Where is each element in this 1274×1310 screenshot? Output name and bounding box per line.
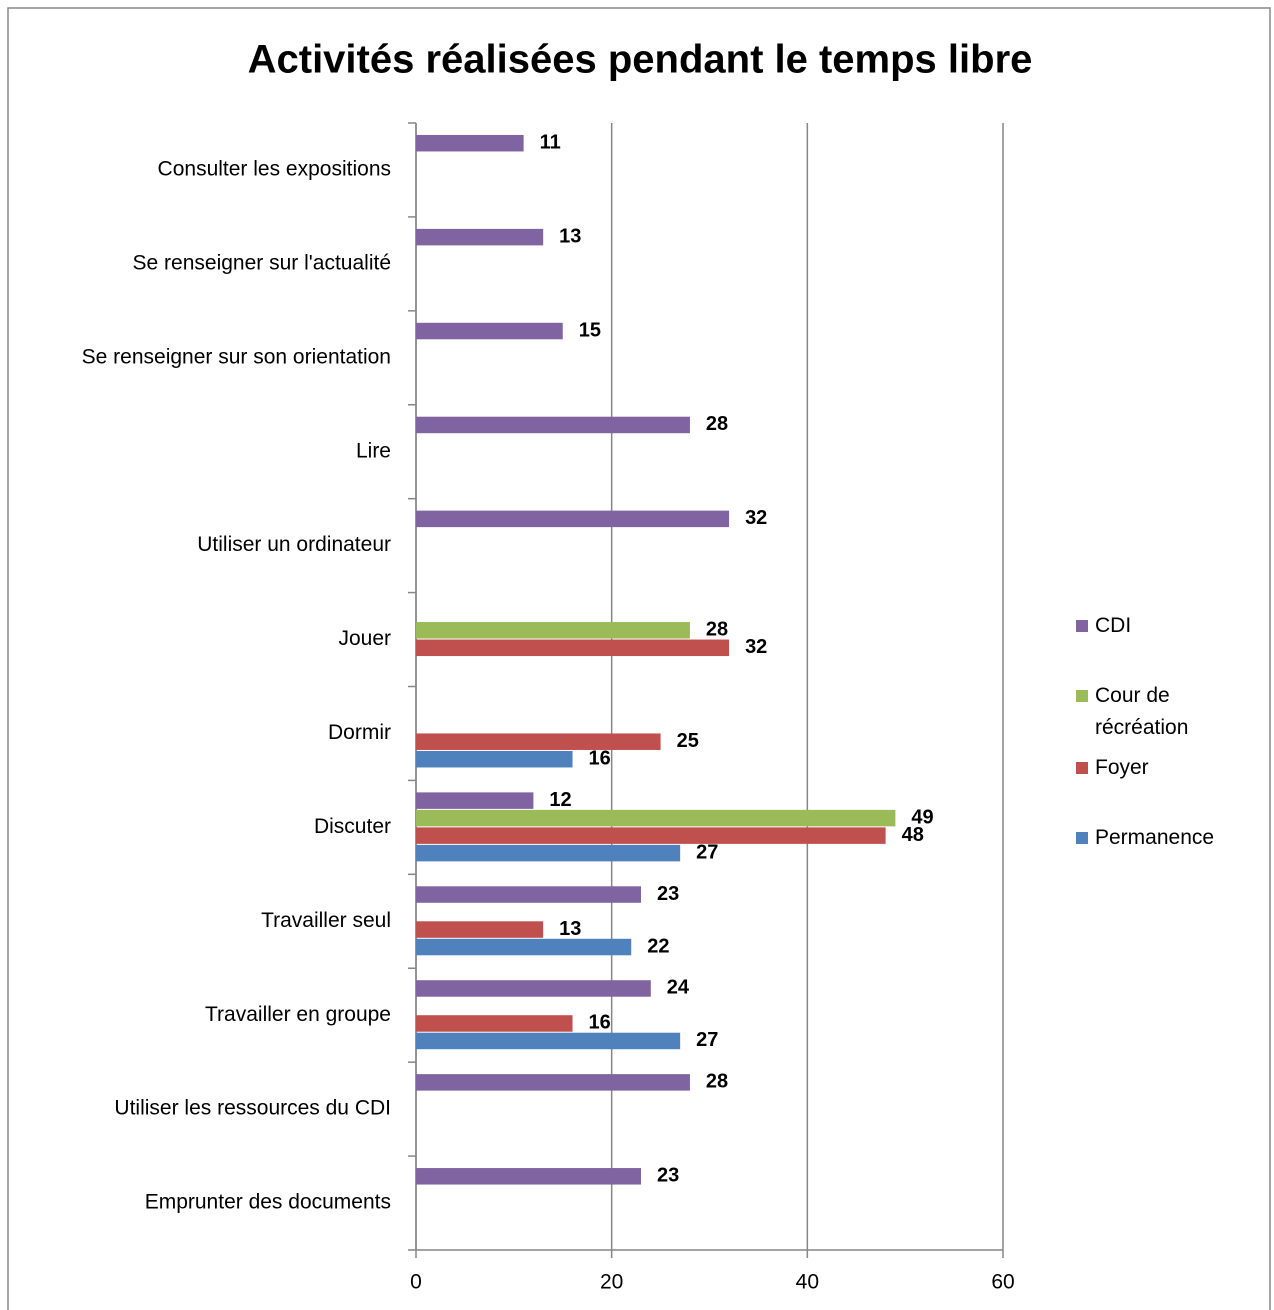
bar bbox=[416, 1074, 690, 1091]
legend-label: Cour de récréation bbox=[1095, 684, 1189, 739]
legend-item: Cour de récréation bbox=[1076, 680, 1256, 744]
value-label: 23 bbox=[657, 1165, 679, 1187]
value-label: 13 bbox=[559, 225, 581, 247]
legend-item: Foyer bbox=[1076, 752, 1256, 784]
value-label: 11 bbox=[540, 131, 561, 153]
bar bbox=[416, 844, 681, 862]
chart-title: Activités réalisées pendant le temps lib… bbox=[248, 38, 1033, 82]
bar bbox=[416, 792, 534, 809]
value-label: 32 bbox=[745, 507, 767, 529]
legend-swatch bbox=[1076, 620, 1088, 632]
y-tick-label: Travailler seul bbox=[261, 909, 391, 932]
y-tick-label: Jouer bbox=[338, 627, 391, 650]
bar bbox=[416, 809, 896, 827]
bar bbox=[416, 639, 730, 657]
value-label: 12 bbox=[549, 789, 571, 811]
bar bbox=[416, 1168, 642, 1185]
value-label: 25 bbox=[677, 730, 699, 752]
y-tick-label: Lire bbox=[356, 439, 391, 462]
bar bbox=[416, 1032, 681, 1050]
bar bbox=[416, 938, 632, 956]
x-tick-label: 40 bbox=[796, 1271, 819, 1294]
y-tick-label: Se renseigner sur l'actualité bbox=[133, 251, 391, 274]
bar bbox=[416, 134, 524, 152]
value-label: 32 bbox=[745, 636, 767, 658]
value-label: 16 bbox=[589, 747, 611, 769]
y-tick-label: Utiliser les ressources du CDI bbox=[114, 1097, 391, 1120]
bar bbox=[416, 1015, 573, 1032]
value-label: 28 bbox=[706, 1071, 728, 1093]
y-tick-label: Se renseigner sur son orientation bbox=[82, 345, 391, 368]
legend-swatch bbox=[1076, 690, 1088, 702]
legend-label: CDI bbox=[1095, 614, 1132, 637]
legend-label: Foyer bbox=[1095, 756, 1149, 779]
bar bbox=[416, 416, 690, 434]
legend-swatch bbox=[1076, 832, 1088, 844]
value-label: 16 bbox=[589, 1012, 611, 1034]
legend-label: Permanence bbox=[1095, 826, 1215, 849]
legend-item: CDI bbox=[1076, 610, 1256, 642]
bar bbox=[416, 921, 544, 938]
bar bbox=[416, 750, 573, 768]
value-label: 27 bbox=[696, 841, 718, 863]
x-tick-label: 20 bbox=[600, 1271, 623, 1294]
y-tick-label: Dormir bbox=[328, 721, 391, 744]
bar bbox=[416, 886, 642, 903]
legend: CDI Cour de récréation Foyer Permanence bbox=[1076, 610, 1256, 854]
x-tick-label: 0 bbox=[410, 1271, 422, 1294]
y-tick-label: Utiliser un ordinateur bbox=[197, 533, 391, 556]
value-label: 22 bbox=[647, 935, 669, 957]
value-label: 28 bbox=[706, 619, 728, 641]
value-label: 48 bbox=[902, 824, 924, 846]
bar bbox=[416, 510, 730, 528]
y-tick-label: Travailler en groupe bbox=[205, 1003, 391, 1026]
legend-swatch bbox=[1076, 762, 1088, 774]
chart-border bbox=[7, 7, 1271, 1310]
bar bbox=[416, 322, 563, 340]
value-label: 24 bbox=[667, 977, 690, 999]
bar bbox=[416, 827, 886, 844]
bar bbox=[416, 980, 651, 997]
bar bbox=[416, 622, 690, 639]
value-label: 15 bbox=[579, 319, 601, 341]
y-tick-label: Emprunter des documents bbox=[145, 1191, 391, 1214]
y-tick-label: Consulter les expositions bbox=[158, 158, 391, 181]
value-label: 13 bbox=[559, 918, 581, 940]
x-tick-label: 60 bbox=[991, 1271, 1014, 1294]
value-label: 23 bbox=[657, 883, 679, 905]
bar bbox=[416, 228, 544, 246]
y-tick-label: Discuter bbox=[314, 815, 391, 838]
bar bbox=[416, 733, 661, 750]
value-label: 27 bbox=[696, 1029, 718, 1051]
legend-item: Permanence bbox=[1076, 822, 1256, 854]
value-label: 49 bbox=[911, 806, 933, 828]
value-label: 28 bbox=[706, 413, 728, 435]
